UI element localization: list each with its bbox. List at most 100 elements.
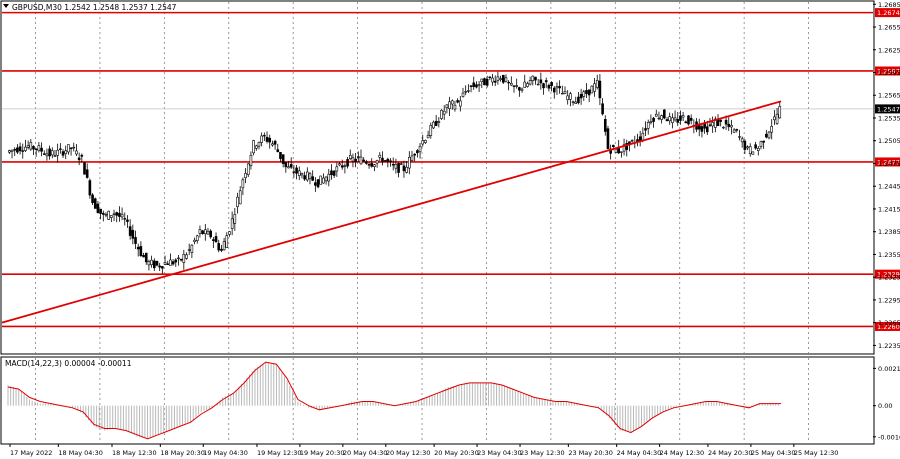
candle-body xyxy=(612,144,615,148)
candle-body xyxy=(131,230,135,239)
candle-body xyxy=(370,163,374,167)
candle-body xyxy=(534,76,537,81)
horizontal-levels: 1.2674 1.2597 1.2477 1.2329 1.2260 xyxy=(2,8,900,331)
candle-body xyxy=(359,156,363,165)
price-tick-label: 1.2265 xyxy=(878,319,900,327)
candle-body xyxy=(287,166,290,169)
price-pane-frame xyxy=(0,0,875,355)
time-tick-label: 18 May 04:30 xyxy=(58,449,103,457)
candle-body xyxy=(279,151,282,159)
candle-body xyxy=(139,246,143,256)
price-tick-label: 1.2235 xyxy=(878,342,900,350)
candle-body xyxy=(16,147,19,153)
time-tick-label: 25 May 04:30 xyxy=(751,449,796,457)
candle-body xyxy=(300,172,304,176)
macd-tick-label: 0.00 xyxy=(878,402,892,410)
candle-body xyxy=(225,235,229,248)
candle-body xyxy=(649,121,653,124)
candle-body xyxy=(746,146,749,149)
candle-body xyxy=(622,144,626,152)
candle-body xyxy=(201,230,204,235)
candle-body xyxy=(252,140,255,154)
candle-body xyxy=(37,145,41,151)
level-label-bg xyxy=(875,321,900,331)
candle-body xyxy=(171,261,175,265)
candle-body xyxy=(295,167,298,174)
candle-body xyxy=(77,157,81,161)
candle-body xyxy=(34,148,38,151)
candle-body xyxy=(544,80,548,83)
candle-body xyxy=(177,257,180,260)
price-tick-label: 1.2655 xyxy=(878,24,900,32)
candle-body xyxy=(636,139,639,142)
candle-body xyxy=(61,151,65,156)
candle-body xyxy=(107,210,110,220)
candle-body xyxy=(80,154,84,157)
candle-body xyxy=(421,140,425,145)
candle-body xyxy=(40,147,43,152)
candle-body xyxy=(646,122,650,129)
candle-body xyxy=(115,212,119,216)
candle-body xyxy=(332,170,336,176)
time-tick-label: 25 May 12:30 xyxy=(794,449,839,457)
candle-body xyxy=(416,150,419,154)
candle-body xyxy=(464,91,467,93)
candle-body xyxy=(93,198,97,209)
candle-body xyxy=(268,137,272,143)
candle-body xyxy=(222,241,226,251)
candle-body xyxy=(257,141,261,147)
candle-body xyxy=(477,84,481,86)
candle-body xyxy=(526,83,529,87)
candle-body xyxy=(716,119,720,127)
candle-body xyxy=(327,173,331,182)
candle-body xyxy=(21,150,25,152)
time-tick-label: 18 May 20:30 xyxy=(160,449,205,457)
candle-body xyxy=(330,170,333,176)
candle-body xyxy=(719,119,723,122)
candle-body xyxy=(459,100,462,107)
candle-body xyxy=(45,153,49,157)
candle-body xyxy=(606,128,610,149)
candle-body xyxy=(174,259,178,263)
candle-body xyxy=(383,160,387,162)
candle-body xyxy=(515,85,518,87)
price-tick-label: 1.2595 xyxy=(878,69,900,77)
candle-body xyxy=(663,109,666,119)
symbol-dropdown-icon[interactable] xyxy=(3,4,9,8)
candle-body xyxy=(448,101,451,109)
candle-body xyxy=(778,106,782,119)
candle-body xyxy=(595,80,599,88)
candle-body xyxy=(343,165,347,167)
trendline-line xyxy=(1,100,782,324)
candle-body xyxy=(104,214,108,216)
candle-body xyxy=(571,101,575,103)
candle-body xyxy=(375,160,379,164)
candle-body xyxy=(410,155,414,162)
candle-body xyxy=(483,78,486,86)
candle-body xyxy=(679,115,682,121)
candle-body xyxy=(314,182,317,186)
candle-body xyxy=(306,171,309,181)
time-tick-label: 20 May 04:30 xyxy=(343,449,388,457)
candle-body xyxy=(276,149,280,153)
time-tick-label: 23 May 12:30 xyxy=(520,449,565,457)
candle-body xyxy=(547,84,551,89)
candle-body xyxy=(660,115,663,120)
candle-body xyxy=(118,212,121,217)
candle-body xyxy=(762,140,765,143)
candle-body xyxy=(228,231,231,235)
candle-body xyxy=(112,213,116,215)
macd-indicator: 0.00218 0.00 -0.00163 xyxy=(7,361,900,441)
candle-body xyxy=(727,123,731,128)
candle-body xyxy=(429,125,433,136)
candle-body xyxy=(488,76,492,79)
candle-body xyxy=(577,96,580,104)
candle-body xyxy=(657,117,661,120)
candle-body xyxy=(654,113,658,117)
candle-body xyxy=(67,144,70,153)
candle-body xyxy=(220,248,223,251)
level-label: 1.2329 xyxy=(877,271,900,279)
time-tick-label: 20 May 12:30 xyxy=(386,449,431,457)
candle-body xyxy=(413,153,416,156)
candle-body xyxy=(48,148,51,157)
